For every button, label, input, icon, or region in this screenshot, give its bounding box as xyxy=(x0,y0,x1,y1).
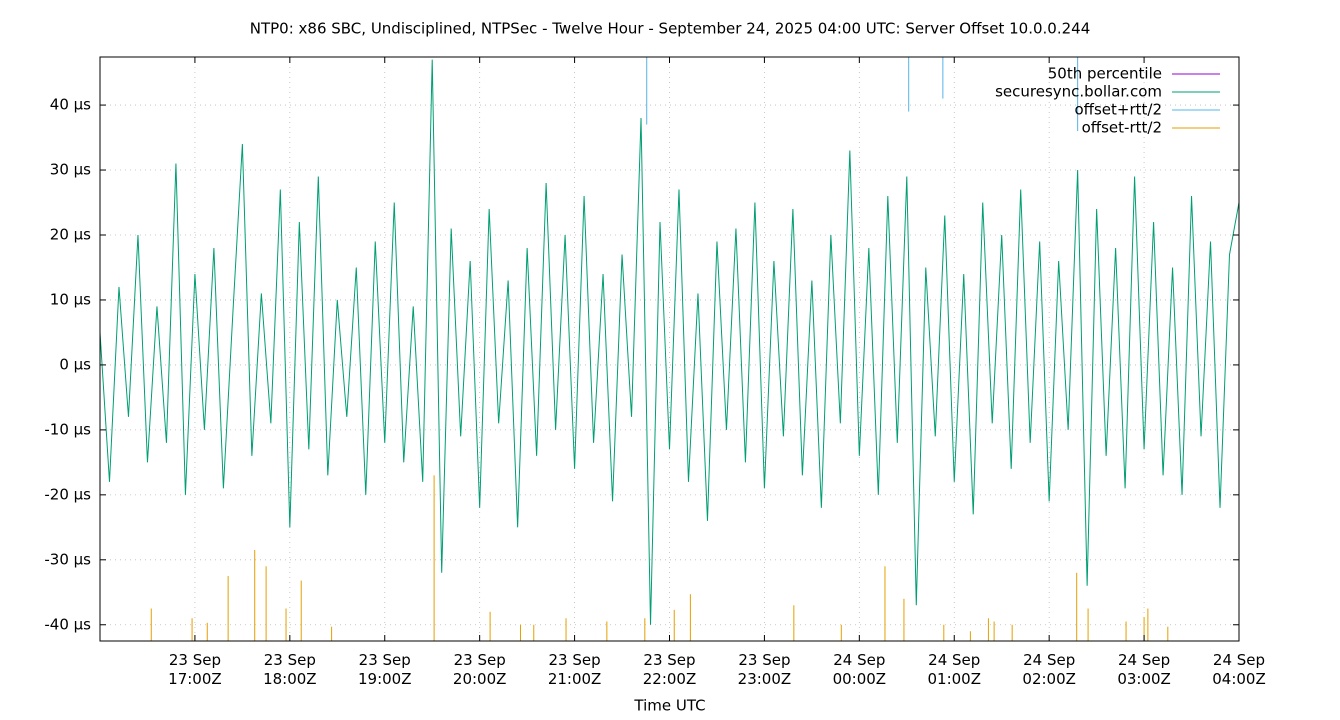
x-tick-label: 23 Sep 19:00Z xyxy=(358,651,412,688)
x-tick-label: 24 Sep 02:00Z xyxy=(1022,651,1076,688)
x-tick-label-line: 23 Sep xyxy=(359,651,411,669)
y-tick-label: 10 µs xyxy=(50,290,91,308)
axes: -40 µs -30 µs -20 µs -10 µs 0 µs 10 µs 20 µs 30… xyxy=(44,57,1266,688)
x-tick-label: 24 Sep 03:00Z xyxy=(1117,651,1171,688)
y-tick-label: -20 µs xyxy=(44,485,91,503)
plot-frame xyxy=(99,56,1240,642)
x-tick-label: 23 Sep 23:00Z xyxy=(738,651,792,688)
x-tick-label-line: 24 Sep xyxy=(833,651,885,669)
y-tick-label: 40 µs xyxy=(50,96,91,114)
x-tick-label-line: 17:00Z xyxy=(168,670,222,688)
plot-data xyxy=(100,57,1239,641)
y-tick-label: 30 µs xyxy=(50,161,91,179)
x-tick-label: 24 Sep 04:00Z xyxy=(1212,651,1266,688)
y-tick-label: 0 µs xyxy=(59,355,91,373)
x-tick-label-line: 00:00Z xyxy=(833,670,887,688)
x-tick-label-line: 02:00Z xyxy=(1022,670,1076,688)
legend-label: 50th percentile xyxy=(1048,65,1162,83)
x-tick-label-line: 23 Sep xyxy=(643,651,695,669)
grid xyxy=(100,57,1240,641)
x-tick-label-line: 18:00Z xyxy=(263,670,317,688)
x-tick-label-line: 20:00Z xyxy=(453,670,507,688)
x-tick-label-line: 24 Sep xyxy=(928,651,980,669)
x-tick-label-line: 01:00Z xyxy=(927,670,981,688)
x-tick-label-line: 21:00Z xyxy=(548,670,602,688)
y-tick-label: -40 µs xyxy=(44,615,91,633)
x-tick-label: 23 Sep 20:00Z xyxy=(453,651,507,688)
x-tick-label-line: 24 Sep xyxy=(1023,651,1075,669)
x-tick-label-line: 24 Sep xyxy=(1213,651,1265,669)
x-tick-label-line: 23 Sep xyxy=(549,651,601,669)
x-axis-label: Time UTC xyxy=(633,697,705,715)
x-tick-label: 23 Sep 18:00Z xyxy=(263,651,317,688)
x-tick-label: 24 Sep 01:00Z xyxy=(927,651,981,688)
x-tick-label-line: 23:00Z xyxy=(738,670,792,688)
x-tick-label: 23 Sep 17:00Z xyxy=(168,651,222,688)
x-tick-label-line: 03:00Z xyxy=(1117,670,1171,688)
legend-label: securesync.bollar.com xyxy=(995,83,1162,101)
x-tick-label-line: 23 Sep xyxy=(169,651,221,669)
y-tick-label: -10 µs xyxy=(44,420,91,438)
x-tick-label: 23 Sep 21:00Z xyxy=(548,651,602,688)
y-tick-label: 20 µs xyxy=(50,225,91,243)
x-tick-label: 24 Sep 00:00Z xyxy=(833,651,887,688)
x-tick-label-line: 23 Sep xyxy=(264,651,316,669)
y-tick-label: -30 µs xyxy=(44,550,91,568)
x-tick-label-line: 22:00Z xyxy=(643,670,697,688)
chart-title: NTP0: x86 SBC, Undisciplined, NTPSec - T… xyxy=(250,20,1091,38)
legend-label: offset+rtt/2 xyxy=(1074,101,1162,119)
x-tick-label-line: 23 Sep xyxy=(738,651,790,669)
legend-label: offset-rtt/2 xyxy=(1082,119,1162,137)
x-tick-label-line: 24 Sep xyxy=(1118,651,1170,669)
series-line xyxy=(100,59,1239,625)
x-tick-label-line: 23 Sep xyxy=(454,651,506,669)
x-tick-label-line: 19:00Z xyxy=(358,670,412,688)
x-tick-label: 23 Sep 22:00Z xyxy=(643,651,697,688)
x-tick-label-line: 04:00Z xyxy=(1212,670,1266,688)
